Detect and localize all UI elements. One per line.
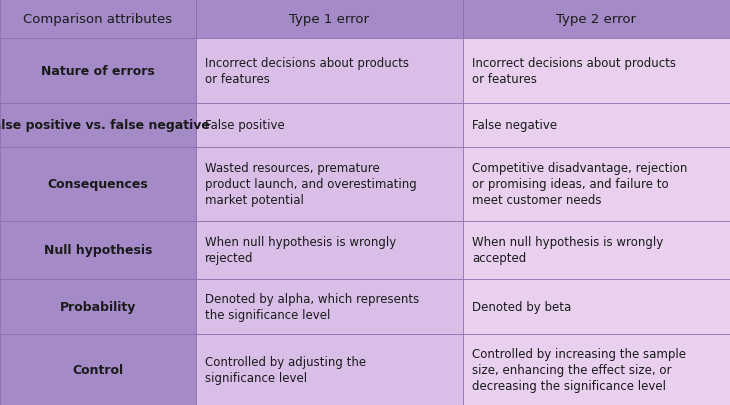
Text: Null hypothesis: Null hypothesis bbox=[44, 244, 152, 257]
Text: When null hypothesis is wrongly
rejected: When null hypothesis is wrongly rejected bbox=[205, 236, 396, 264]
Text: False negative: False negative bbox=[472, 119, 558, 132]
Text: Controlled by adjusting the
significance level: Controlled by adjusting the significance… bbox=[205, 355, 366, 384]
Bar bbox=[0, 222, 196, 279]
Text: False positive: False positive bbox=[205, 119, 285, 132]
Text: Wasted resources, premature
product launch, and overestimating
market potential: Wasted resources, premature product laun… bbox=[205, 162, 417, 207]
Bar bbox=[196, 0, 463, 39]
Text: Incorrect decisions about products
or features: Incorrect decisions about products or fe… bbox=[472, 57, 676, 86]
Bar bbox=[196, 334, 463, 405]
Bar bbox=[0, 0, 196, 39]
Bar bbox=[463, 104, 730, 147]
Bar bbox=[196, 104, 463, 147]
Text: Probability: Probability bbox=[60, 300, 136, 313]
Text: Consequences: Consequences bbox=[47, 178, 148, 191]
Text: When null hypothesis is wrongly
accepted: When null hypothesis is wrongly accepted bbox=[472, 236, 664, 264]
Bar bbox=[463, 39, 730, 104]
Bar bbox=[196, 39, 463, 104]
Text: Type 1 error: Type 1 error bbox=[289, 13, 369, 26]
Bar bbox=[463, 147, 730, 222]
Bar bbox=[196, 222, 463, 279]
Bar bbox=[463, 334, 730, 405]
Text: Control: Control bbox=[72, 363, 123, 376]
Text: Nature of errors: Nature of errors bbox=[41, 65, 155, 78]
Text: Incorrect decisions about products
or features: Incorrect decisions about products or fe… bbox=[205, 57, 409, 86]
Text: Comparison attributes: Comparison attributes bbox=[23, 13, 172, 26]
Text: Denoted by beta: Denoted by beta bbox=[472, 300, 572, 313]
Text: False positive vs. false negative: False positive vs. false negative bbox=[0, 119, 210, 132]
Text: Competitive disadvantage, rejection
or promising ideas, and failure to
meet cust: Competitive disadvantage, rejection or p… bbox=[472, 162, 688, 207]
Text: Denoted by alpha, which represents
the significance level: Denoted by alpha, which represents the s… bbox=[205, 292, 419, 321]
Bar bbox=[0, 334, 196, 405]
Bar bbox=[0, 104, 196, 147]
Bar bbox=[196, 279, 463, 334]
Text: Type 2 error: Type 2 error bbox=[556, 13, 637, 26]
Text: Controlled by increasing the sample
size, enhancing the effect size, or
decreasi: Controlled by increasing the sample size… bbox=[472, 347, 686, 392]
Bar bbox=[0, 147, 196, 222]
Bar bbox=[0, 279, 196, 334]
Bar bbox=[463, 0, 730, 39]
Bar bbox=[463, 279, 730, 334]
Bar bbox=[196, 147, 463, 222]
Bar bbox=[0, 39, 196, 104]
Bar bbox=[463, 222, 730, 279]
